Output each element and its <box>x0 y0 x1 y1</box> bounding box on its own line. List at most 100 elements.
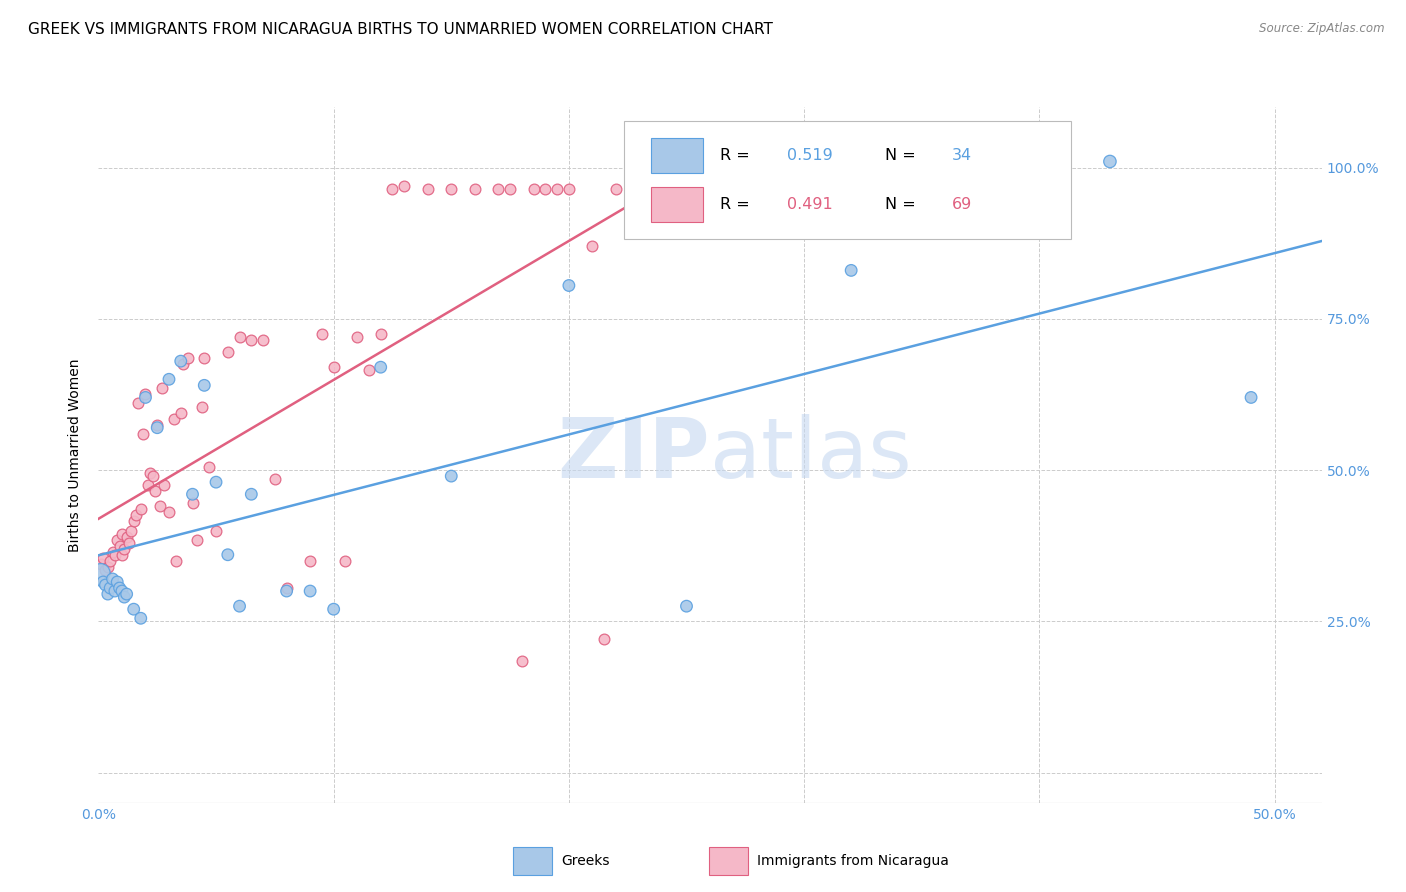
Point <box>416 182 439 196</box>
Point <box>111 548 134 562</box>
Point <box>370 360 392 375</box>
Point <box>104 548 127 562</box>
Point <box>558 182 581 196</box>
Point <box>322 360 344 375</box>
Text: R =: R = <box>720 148 755 163</box>
Point <box>534 182 557 196</box>
Point <box>357 363 380 377</box>
FancyBboxPatch shape <box>651 138 703 173</box>
Point <box>1098 154 1121 169</box>
Point <box>101 545 124 559</box>
Point <box>101 572 124 586</box>
Point <box>146 417 169 432</box>
Point <box>181 487 204 501</box>
Point <box>105 574 128 589</box>
Point <box>91 574 114 589</box>
Point <box>370 326 392 341</box>
Point <box>1240 391 1263 405</box>
Text: R =: R = <box>720 197 755 212</box>
Point <box>141 469 163 483</box>
Point <box>217 345 239 359</box>
Point <box>198 460 221 475</box>
Text: ZIP: ZIP <box>558 415 710 495</box>
Text: 0.519: 0.519 <box>787 148 832 163</box>
Point <box>120 524 142 538</box>
Point <box>839 263 862 277</box>
Point <box>165 554 187 568</box>
Point <box>299 554 322 568</box>
Point <box>136 478 159 492</box>
Point <box>440 182 463 196</box>
Text: 0.491: 0.491 <box>787 197 832 212</box>
Point <box>170 354 193 368</box>
Point <box>558 278 581 293</box>
Point <box>205 475 228 490</box>
Point <box>134 387 156 401</box>
Point <box>129 502 152 516</box>
Point <box>112 590 135 604</box>
Text: N =: N = <box>884 197 921 212</box>
Point <box>523 182 546 196</box>
Point <box>581 239 603 253</box>
FancyBboxPatch shape <box>624 121 1071 239</box>
Point <box>335 554 357 568</box>
Point <box>149 500 172 514</box>
Y-axis label: Births to Unmarried Women: Births to Unmarried Women <box>69 359 83 551</box>
Point <box>118 535 141 549</box>
Point <box>111 584 134 599</box>
Text: Greeks: Greeks <box>561 855 609 868</box>
Point <box>605 182 627 196</box>
Point <box>177 351 200 365</box>
Point <box>252 333 274 347</box>
Point <box>217 548 239 562</box>
Point <box>132 426 155 441</box>
Point <box>90 557 112 571</box>
Text: N =: N = <box>884 148 921 163</box>
Point <box>134 391 156 405</box>
Point <box>157 505 180 519</box>
Point <box>205 524 228 538</box>
Point <box>440 469 463 483</box>
FancyBboxPatch shape <box>709 847 748 875</box>
Point <box>263 472 285 486</box>
Point <box>94 563 117 577</box>
Point <box>546 182 568 196</box>
Point <box>311 326 333 341</box>
Point <box>143 484 166 499</box>
Point <box>276 581 298 595</box>
Point <box>94 578 117 592</box>
Point <box>240 487 263 501</box>
Point <box>299 584 322 599</box>
Point <box>346 330 368 344</box>
Point <box>108 539 131 553</box>
Point <box>163 411 186 425</box>
Point <box>129 611 152 625</box>
Point <box>240 333 263 347</box>
Text: GREEK VS IMMIGRANTS FROM NICARAGUA BIRTHS TO UNMARRIED WOMEN CORRELATION CHART: GREEK VS IMMIGRANTS FROM NICARAGUA BIRTH… <box>28 22 773 37</box>
Point <box>111 526 134 541</box>
Point <box>593 632 616 647</box>
Point <box>146 420 169 434</box>
Text: Source: ZipAtlas.com: Source: ZipAtlas.com <box>1260 22 1385 36</box>
Point <box>675 599 697 614</box>
Point <box>392 178 416 193</box>
Point <box>228 599 250 614</box>
Point <box>150 381 173 395</box>
Point <box>127 396 149 410</box>
Text: 69: 69 <box>952 197 973 212</box>
Point <box>193 378 215 392</box>
Point <box>112 541 135 556</box>
Point <box>381 182 404 196</box>
Point <box>105 533 128 547</box>
Point <box>186 533 208 547</box>
Point <box>486 182 509 196</box>
Point <box>172 357 194 371</box>
Point <box>193 351 215 365</box>
Point <box>90 566 112 580</box>
Text: 34: 34 <box>952 148 973 163</box>
Point <box>115 530 138 544</box>
Point <box>181 496 204 510</box>
Point <box>104 584 127 599</box>
Point <box>125 508 148 523</box>
Point <box>464 182 486 196</box>
